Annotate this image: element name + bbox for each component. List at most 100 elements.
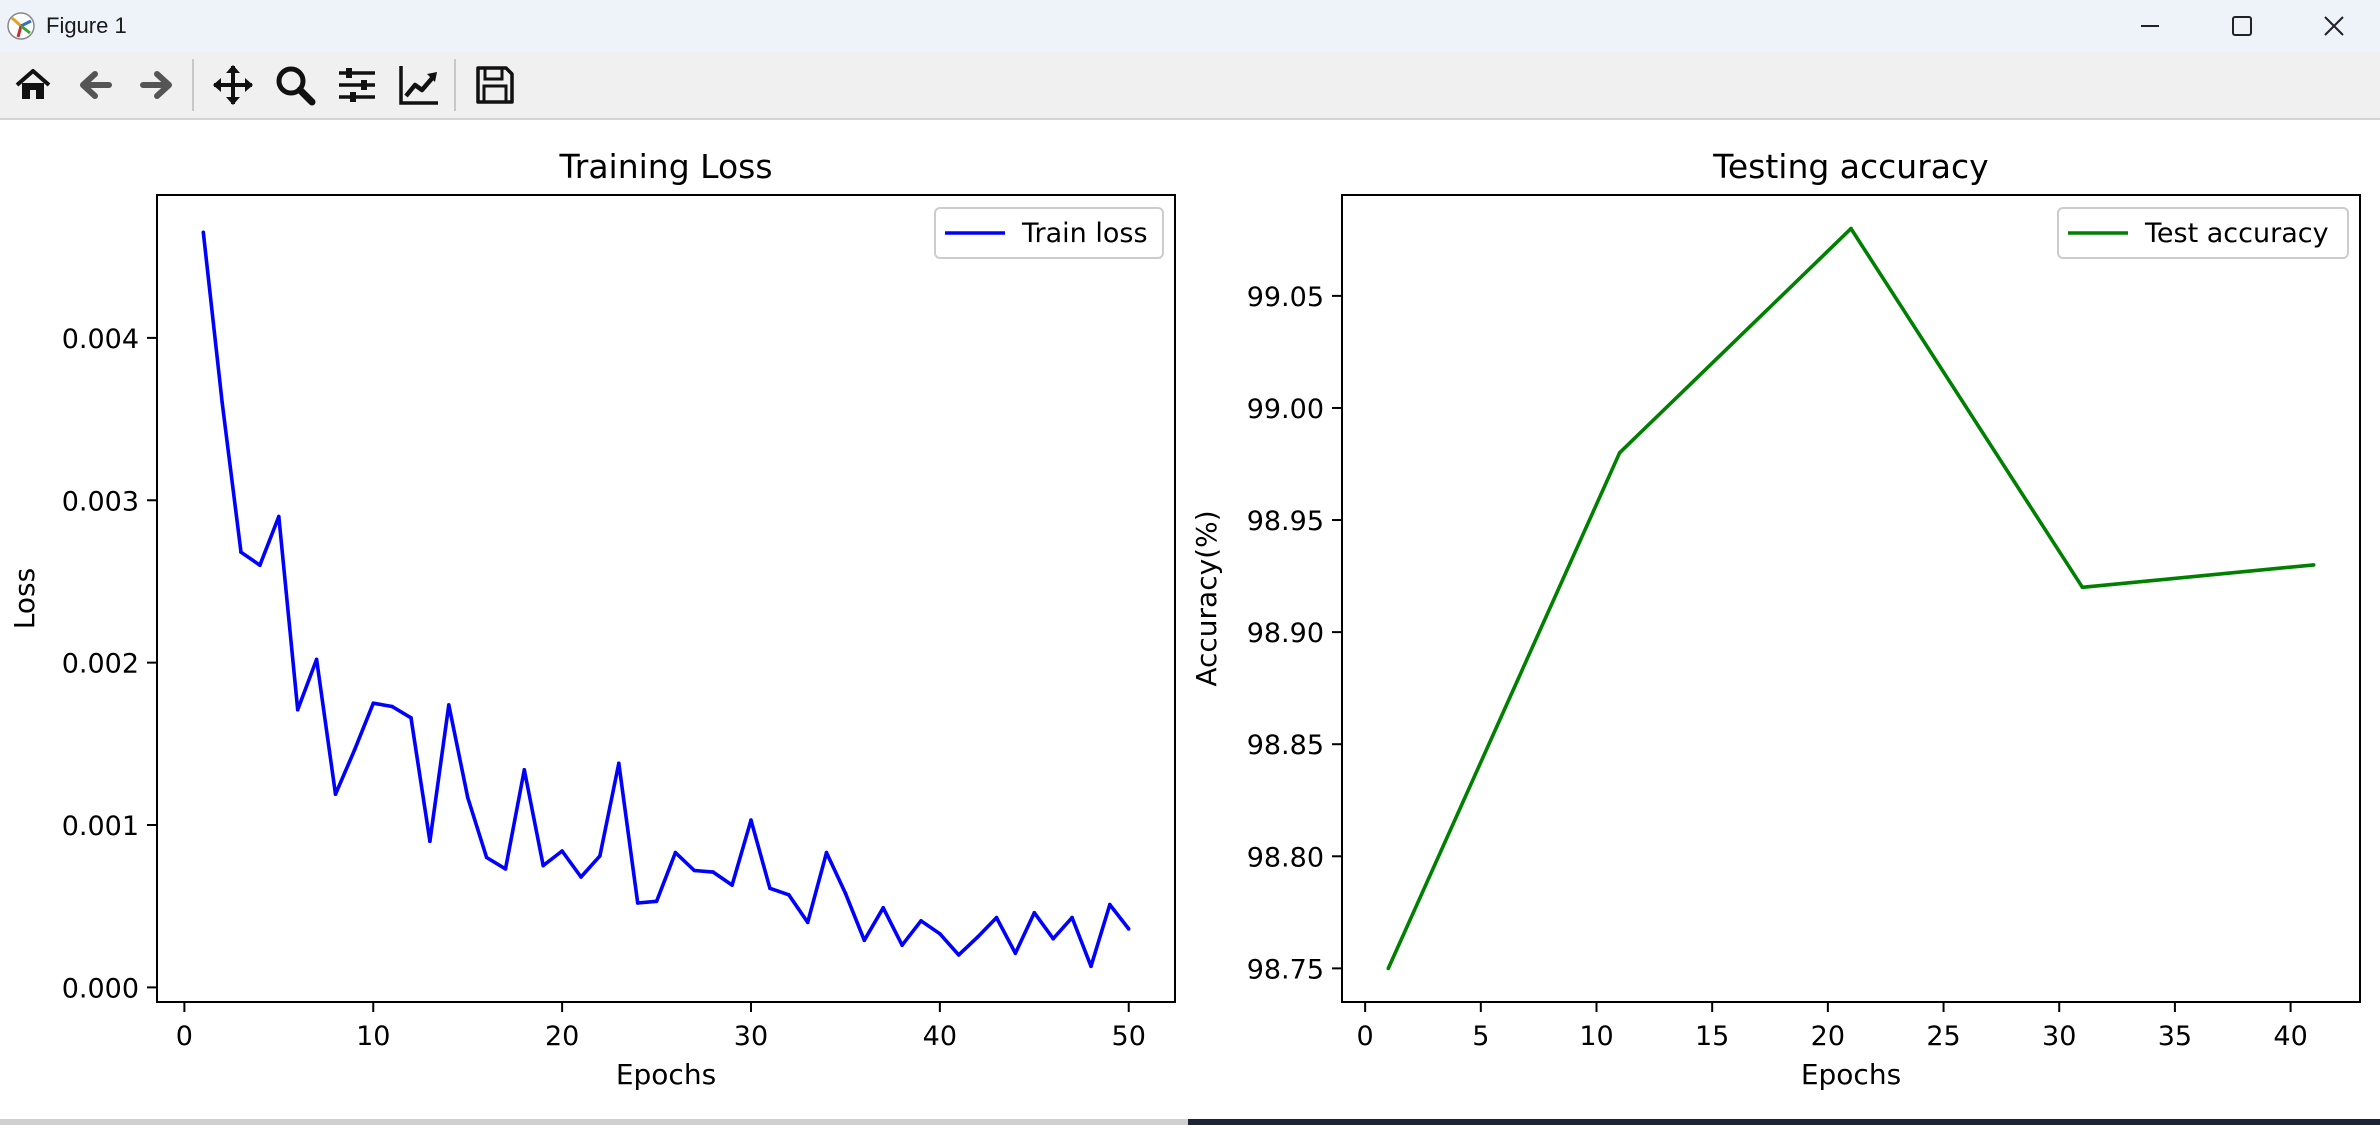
pan-icon (213, 65, 253, 105)
data-point-loss (541, 863, 545, 868)
testing-accuracy-axes: Testing accuracy 0 5 10 15 20 25 30 35 40 98.75 98.… (1190, 147, 2361, 1091)
minimize-button[interactable] (2104, 0, 2196, 52)
back-icon (80, 71, 112, 99)
data-point-loss (465, 795, 470, 800)
legend-box (2057, 207, 2349, 259)
series-line-loss (201, 232, 1131, 969)
maximize-button[interactable] (2196, 0, 2288, 52)
legend-box (934, 207, 1164, 259)
chart-title: Testing accuracy (1712, 147, 1988, 186)
data-point-loss (635, 901, 640, 905)
data-point-loss (673, 850, 678, 855)
y-tick-label: 0.001 (62, 811, 139, 842)
y-tick-label: 98.80 (1247, 842, 1324, 873)
data-point-loss (749, 818, 753, 822)
window-bottom-edge (0, 1119, 2380, 1125)
home-button[interactable] (4, 56, 62, 114)
x-tick-label: 5 (1472, 1021, 1489, 1052)
edit-axis-button[interactable] (390, 56, 448, 114)
x-tick-label: 0 (176, 1021, 193, 1052)
data-point-loss (1032, 910, 1037, 915)
data-point-loss (1108, 902, 1112, 907)
data-point-loss (560, 849, 564, 853)
edit-axis-icon (399, 66, 438, 105)
y-tick-label: 99.00 (1247, 394, 1324, 425)
x-tick-label: 40 (2273, 1021, 2307, 1052)
x-tick-label: 15 (1695, 1021, 1729, 1052)
data-point-loss (768, 886, 772, 891)
navigation-toolbar (0, 52, 2380, 120)
toolbar-separator (192, 59, 194, 111)
close-icon (2324, 16, 2344, 36)
save-button[interactable] (466, 56, 524, 114)
data-point-accuracy (2080, 585, 2085, 590)
data-point-loss (484, 855, 489, 860)
configure-subplots-icon (339, 68, 375, 102)
x-tick-label: 20 (1811, 1021, 1845, 1052)
data-point-loss (220, 401, 224, 405)
x-tick-label: 30 (2042, 1021, 2076, 1052)
data-point-loss (390, 704, 394, 709)
data-point-loss (201, 230, 206, 235)
data-point-loss (428, 839, 432, 843)
close-button[interactable] (2288, 0, 2380, 52)
minimize-icon (2141, 25, 2159, 27)
y-tick-label: 99.05 (1247, 282, 1324, 313)
data-point-loss (711, 870, 715, 874)
zoom-icon (276, 66, 316, 106)
data-point-loss (522, 768, 527, 772)
data-point-loss (1013, 951, 1018, 956)
data-point-accuracy (2311, 563, 2316, 567)
data-point-loss (371, 701, 376, 705)
x-axis-label: Epochs (616, 1058, 716, 1091)
x-tick-label: 10 (1579, 1021, 1613, 1052)
maximize-icon (2232, 16, 2252, 36)
data-point-loss (956, 953, 961, 957)
home-icon (15, 69, 51, 99)
data-point-loss (277, 514, 281, 519)
data-point-loss (692, 868, 697, 873)
data-point-loss (881, 906, 885, 910)
data-point-loss (787, 893, 791, 897)
data-point-accuracy (1849, 226, 1853, 231)
forward-icon (140, 71, 172, 99)
y-tick-label: 98.75 (1247, 954, 1324, 985)
window-titlebar: Figure 1 (0, 0, 2380, 52)
x-axis-label: Epochs (1801, 1058, 1901, 1091)
x-tick-label: 35 (2158, 1021, 2192, 1052)
legend-label: Train loss (1021, 218, 1148, 249)
data-point-loss (843, 891, 848, 895)
y-tick-label: 98.85 (1247, 730, 1324, 761)
x-tick-label: 40 (923, 1021, 957, 1052)
data-point-loss (1126, 927, 1131, 931)
data-point-loss (919, 919, 923, 923)
data-point-loss (617, 761, 621, 766)
x-tick-label: 0 (1357, 1021, 1374, 1052)
data-point-loss (239, 550, 243, 554)
save-icon (476, 66, 514, 104)
data-point-loss (1070, 915, 1074, 920)
y-tick-label: 98.95 (1247, 506, 1324, 537)
window-title: Figure 1 (46, 13, 127, 38)
forward-button[interactable] (128, 56, 186, 114)
y-tick-label: 98.90 (1247, 618, 1324, 649)
configure-subplots-button[interactable] (328, 56, 386, 114)
data-point-loss (503, 867, 508, 871)
data-point-loss (805, 920, 810, 925)
data-point-loss (975, 935, 980, 939)
y-axis-label: Loss (8, 568, 41, 629)
data-point-loss (352, 748, 357, 753)
data-point-loss (654, 899, 659, 904)
x-tick-label: 10 (356, 1021, 390, 1052)
y-tick-label: 0.002 (62, 649, 139, 680)
zoom-button[interactable] (266, 56, 324, 114)
legend-label: Test accuracy (2144, 218, 2329, 249)
data-point-loss (579, 875, 583, 879)
data-point-loss (862, 938, 867, 943)
training-loss-axes: Training Loss 0 10 20 30 40 50 0.000 0.001 0.002 0… (8, 147, 1176, 1091)
x-tick-label: 25 (1926, 1021, 1960, 1052)
pan-button[interactable] (204, 56, 262, 114)
y-tick-label: 0.003 (62, 486, 139, 517)
back-button[interactable] (66, 56, 124, 114)
